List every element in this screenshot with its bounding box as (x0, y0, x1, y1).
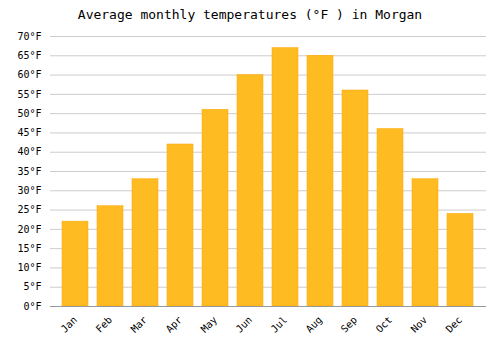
svg-text:Mar: Mar (129, 314, 150, 335)
svg-text:Jan: Jan (59, 314, 80, 335)
svg-text:Oct: Oct (374, 314, 395, 335)
svg-text:Sep: Sep (339, 314, 360, 335)
svg-text:10°F: 10°F (17, 262, 41, 273)
svg-text:70°F: 70°F (17, 31, 41, 42)
svg-text:Nov: Nov (409, 314, 430, 335)
svg-text:May: May (199, 314, 220, 335)
svg-text:45°F: 45°F (17, 127, 41, 138)
svg-text:30°F: 30°F (17, 185, 41, 196)
svg-text:Feb: Feb (94, 314, 115, 335)
svg-text:55°F: 55°F (17, 89, 41, 100)
svg-text:0°F: 0°F (23, 301, 41, 312)
svg-text:5°F: 5°F (23, 281, 41, 292)
svg-text:60°F: 60°F (17, 69, 41, 80)
svg-text:Jul: Jul (269, 314, 290, 335)
svg-text:25°F: 25°F (17, 204, 41, 215)
svg-text:Jun: Jun (234, 314, 255, 335)
html-text:Average monthly temperatures (: Average monthly temperatures (°F ) in Mo… (77, 7, 423, 22)
svg-text:35°F: 35°F (17, 166, 41, 177)
svg-text:Aug: Aug (304, 314, 325, 335)
svg-text:50°F: 50°F (17, 108, 41, 119)
svg-text:Dec: Dec (444, 314, 465, 335)
svg-text:Apr: Apr (164, 314, 185, 335)
svg-text:65°F: 65°F (17, 50, 41, 61)
svg-text:40°F: 40°F (17, 146, 41, 157)
svg-text:20°F: 20°F (17, 224, 41, 235)
svg-text:15°F: 15°F (17, 243, 41, 254)
